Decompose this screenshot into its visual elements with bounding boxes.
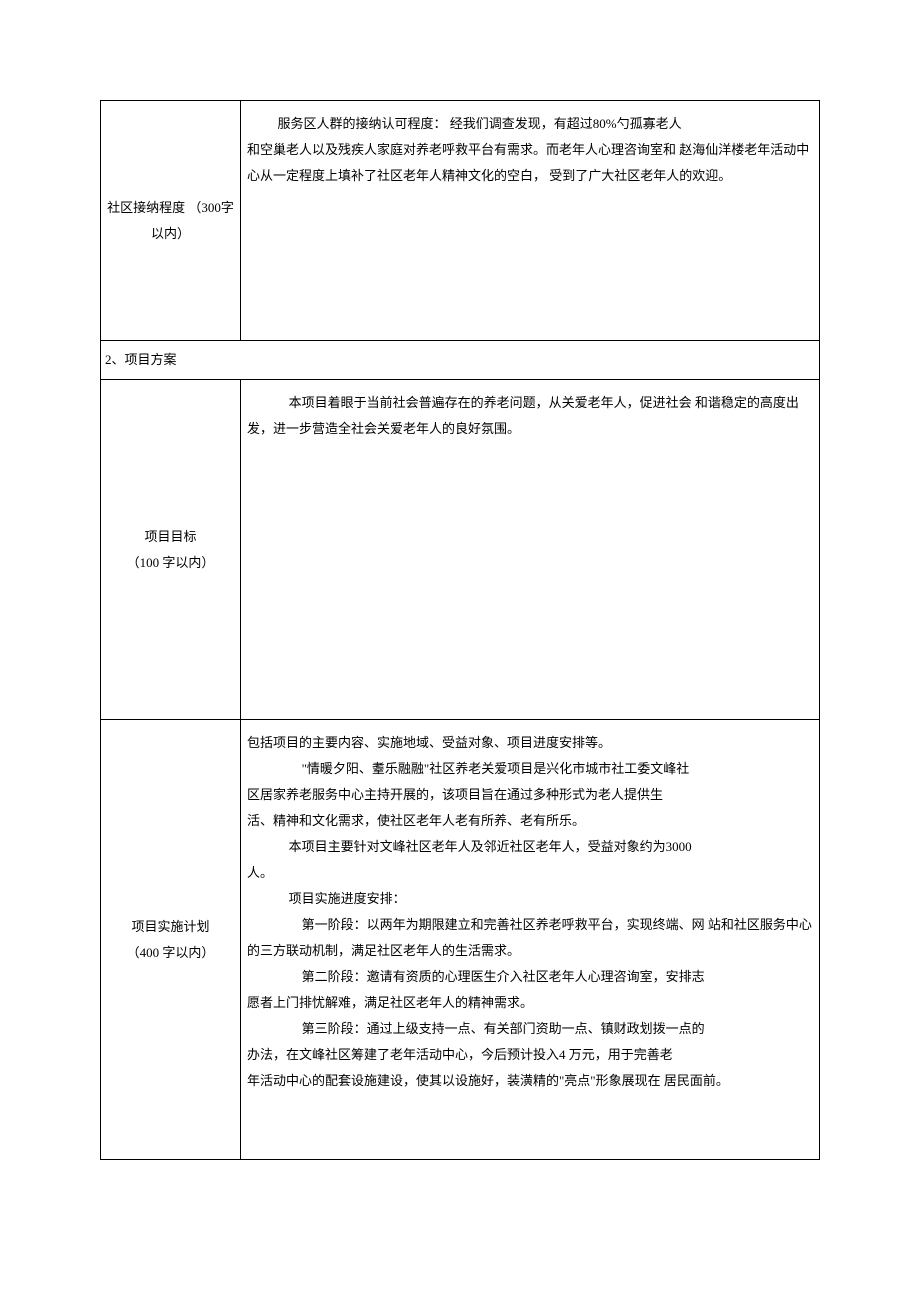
acceptance-line1a: 服务区人群的接纳认可程度： [278,111,447,137]
label-goal-l2: （100 字以内） [105,550,236,576]
acceptance-line1: 服务区人群的接纳认可程度： 经我们调查发现，有超过80%勺孤寡老人 [245,111,815,137]
plan-l12: 办法，在文峰社区筹建了老年活动中心，今后预计投入4 万元，用于完善老 [245,1042,815,1068]
label-plan-l2: （400 字以内） [105,940,236,966]
label-plan-l1: 项目实施计划 [105,914,236,940]
section2-text: 2、项目方案 [105,352,177,367]
goal-text: 本项目着眼于当前社会普遍存在的养老问题，从关爱老年人，促进社会 和谐稳定的高度出… [245,390,815,442]
plan-l9: 第二阶段：邀请有资质的心理医生介入社区老年人心理咨询室，安排志 [245,964,815,990]
plan-l3: 区居家养老服务中心主持开展的，该项目旨在通过多种形式为老人提供生 [245,782,815,808]
content-plan: 包括项目的主要内容、实施地域、受益对象、项目进度安排等。 "情暖夕阳、耋乐融融"… [241,720,820,1160]
plan-l11: 第三阶段：通过上级支持一点、有关部门资助一点、镇财政划拨一点的 [245,1016,815,1042]
plan-l10: 愿者上门排忧解难，满足社区老年人的精神需求。 [245,990,815,1016]
label-acceptance-text: 社区接纳程度 （300字以内） [107,200,234,241]
plan-l4: 活、精神和文化需求，使社区老年人老有所养、老有所乐。 [245,808,815,834]
row-acceptance: 社区接纳程度 （300字以内） 服务区人群的接纳认可程度： 经我们调查发现，有超… [101,101,820,341]
plan-l7: 项目实施进度安排： [245,886,815,912]
plan-l13: 年活动中心的配套设施建设，使其以设施好，装潢精的"亮点"形象展现在 居民面前。 [245,1068,815,1094]
plan-l2: "情暖夕阳、耋乐融融"社区养老关爱项目是兴化市城市社工委文峰社 [245,756,815,782]
label-goal-l1: 项目目标 [105,524,236,550]
content-goal: 本项目着眼于当前社会普遍存在的养老问题，从关爱老年人，促进社会 和谐稳定的高度出… [241,380,820,720]
form-table: 社区接纳程度 （300字以内） 服务区人群的接纳认可程度： 经我们调查发现，有超… [100,100,820,1160]
label-plan: 项目实施计划 （400 字以内） [101,720,241,1160]
plan-l6: 人。 [245,860,815,886]
plan-l8: 第一阶段：以两年为期限建立和完善社区养老呼救平台，实现终端、网 站和社区服务中心… [245,912,815,964]
content-acceptance: 服务区人群的接纳认可程度： 经我们调查发现，有超过80%勺孤寡老人 和空巢老人以… [241,101,820,341]
acceptance-line2: 和空巢老人以及残疾人家庭对养老呼救平台有需求。而老年人心理咨询室和 赵海仙洋楼老… [245,137,815,189]
label-acceptance: 社区接纳程度 （300字以内） [101,101,241,341]
label-goal: 项目目标 （100 字以内） [101,380,241,720]
plan-l5: 本项目主要针对文峰社区老年人及邻近社区老年人，受益对象约为3000 [245,834,815,860]
row-goal: 项目目标 （100 字以内） 本项目着眼于当前社会普遍存在的养老问题，从关爱老年… [101,380,820,720]
plan-l1: 包括项目的主要内容、实施地域、受益对象、项目进度安排等。 [245,730,815,756]
acceptance-line1b: 经我们调查发现，有超过80%勺孤寡老人 [450,116,682,131]
row-section2: 2、项目方案 [101,341,820,380]
row-plan: 项目实施计划 （400 字以内） 包括项目的主要内容、实施地域、受益对象、项目进… [101,720,820,1160]
section2-header: 2、项目方案 [101,341,820,380]
